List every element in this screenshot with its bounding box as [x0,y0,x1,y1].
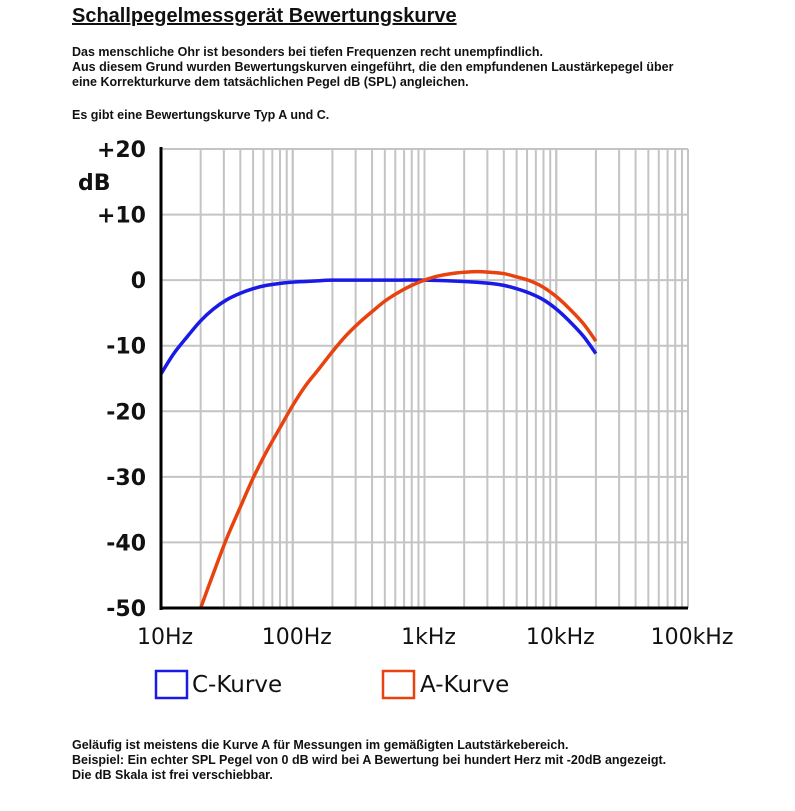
axes [159,147,688,610]
intro-text: Das menschliche Ohr ist besonders bei ti… [72,45,674,90]
y-axis-label: dB [78,171,111,196]
x-tick-label: 100Hz [262,625,332,650]
grid [160,148,689,609]
outro-line: Beispiel: Ein echter SPL Pegel von 0 dB … [72,753,667,767]
legend-swatch-c [154,669,189,700]
y-tick-label: -10 [106,335,146,360]
intro-note: Es gibt eine Bewertungskurve Typ A und C… [72,108,330,122]
a-curve-line [199,269,598,609]
intro-line: eine Korrekturkurve dem tatsächlichen Pe… [72,75,469,89]
y-tick-label: -50 [106,597,146,622]
y-tick-label: -20 [106,400,146,425]
x-tick-label: 100kHz [651,625,734,650]
outro-line: Geläufig ist meistens die Kurve A für Me… [72,738,569,752]
legend: C-Kurve A-Kurve [154,669,509,700]
y-tick-label: -40 [106,531,146,556]
y-tick-label: 0 [131,269,146,294]
legend-label-c: C-Kurve [192,672,282,698]
legend-label-a: A-Kurve [420,672,509,698]
legend-swatch-a [381,669,416,700]
x-tick-label: 10Hz [137,625,193,650]
page-title: Schallpegelmessgerät Bewertungskurve [72,5,457,27]
x-tick-label: 10kHz [526,625,595,650]
y-tick-label: +20 [97,138,146,163]
x-tick-label: 1kHz [401,625,456,650]
y-tick-label: -30 [106,466,146,491]
c-curve-line [159,278,598,375]
intro-line: Das menschliche Ohr ist besonders bei ti… [72,45,543,59]
curves [159,269,598,609]
tick-labels: +20 +10 0 -10 -20 -30 -40 -50 10Hz 100Hz 1kHz 10kHz… [97,138,733,650]
intro-line: Aus diesem Grund wurden Bewertungskurven… [72,60,674,74]
outro-text: Geläufig ist meistens die Kurve A für Me… [72,738,666,783]
outro-line: Die dB Skala ist frei verschiebbar. [72,768,273,782]
y-tick-label: +10 [97,204,146,229]
